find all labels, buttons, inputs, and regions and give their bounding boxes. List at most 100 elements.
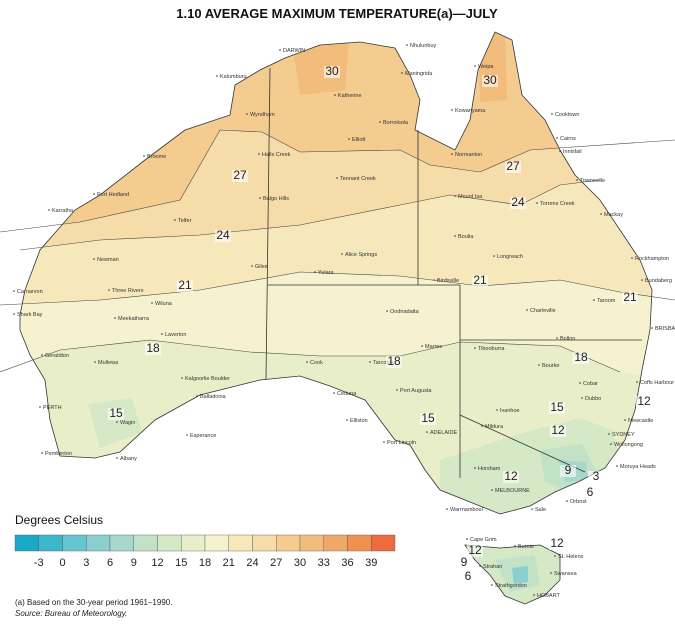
contour-label-bg [324, 66, 340, 78]
place-name: Rockhampton [635, 256, 669, 262]
place-name: Albany [120, 456, 137, 462]
contour-label-bg [232, 170, 248, 182]
place-dot [576, 179, 578, 181]
place-name: HOBART [537, 593, 560, 599]
place-name: Alice Springs [345, 252, 377, 258]
place-name: Wollongong [614, 442, 643, 448]
place-name: Kowanyama [455, 108, 486, 114]
place-dot [246, 113, 248, 115]
contour-label: 9 [461, 555, 468, 569]
legend-title: Degrees Celsius [15, 513, 103, 527]
place-dot [433, 279, 435, 281]
place-name: Katherine [338, 93, 362, 99]
place-name: Esperance [190, 433, 216, 439]
place-name: Townsville [580, 178, 605, 184]
place-name: PERTH [43, 405, 62, 411]
place-dot [279, 49, 281, 51]
contour-label: 24 [216, 228, 230, 242]
contour-label-bg [108, 408, 124, 420]
place-dot [161, 333, 163, 335]
legend-swatch [157, 534, 182, 552]
place-dot [466, 538, 468, 540]
contour-label: 15 [550, 400, 564, 414]
legend-swatch [252, 534, 277, 552]
place-dot [216, 75, 218, 77]
place-dot [514, 545, 516, 547]
place-dot [559, 150, 561, 152]
legend-label: 6 [107, 557, 113, 569]
place-name: Mackay [604, 212, 623, 218]
place-name: Shark Bay [17, 312, 43, 318]
legend: Degrees Celsius [15, 513, 103, 527]
place-dot [608, 433, 610, 435]
place-name: Sale [535, 507, 546, 513]
legend-label: 27 [270, 557, 282, 569]
place-name: Marree [425, 344, 442, 350]
place-name: Swansea [554, 571, 578, 577]
place-dot [306, 361, 308, 363]
place-dot [636, 381, 638, 383]
contour-label-bg [467, 545, 483, 557]
legend-swatch [62, 534, 87, 552]
place-name: Balladonia [200, 394, 227, 400]
legend-swatch [299, 534, 324, 552]
place-dot [536, 202, 538, 204]
contour-label-bg [177, 280, 193, 292]
place-name: Cobar [583, 381, 598, 387]
place-name: Geraldton [45, 353, 69, 359]
place-name: Mount Isa [458, 194, 483, 200]
place-name: Newcastle [628, 418, 653, 424]
place-dot [333, 392, 335, 394]
legend-label: 18 [199, 557, 211, 569]
outlines [19, 31, 653, 605]
place-name: Ivanhoe [500, 408, 520, 414]
place-dot [348, 138, 350, 140]
place-dot [496, 409, 498, 411]
contour-lines [0, 129, 675, 373]
legend-swatch [38, 534, 63, 552]
contour-label: 15 [109, 406, 123, 420]
legend-swatch [181, 534, 206, 552]
place-name: Wyndham [250, 112, 275, 118]
place-name: Tennant Creek [340, 176, 376, 182]
place-dot [13, 313, 15, 315]
place-name: Mullewa [98, 360, 119, 366]
legend-label: 15 [175, 557, 187, 569]
place-name: Borroloola [383, 120, 409, 126]
contour-label-bg [588, 471, 604, 483]
place-name: DARWIN [283, 48, 305, 54]
place-name: Wagin [120, 420, 135, 426]
legend-swatch [204, 534, 229, 552]
contour-label-bg [636, 396, 652, 408]
place-name: Tarcoola [373, 360, 395, 366]
contour-label: 30 [325, 64, 339, 78]
place-dot [48, 209, 50, 211]
place-dot [641, 279, 643, 281]
contour-label: 18 [387, 354, 401, 368]
place-dot [186, 434, 188, 436]
place-dot [538, 364, 540, 366]
place-dot [181, 377, 183, 379]
place-name: Boulia [458, 234, 474, 240]
place-dot [41, 452, 43, 454]
contour-label-bg [482, 75, 498, 87]
contour-label: 21 [623, 290, 637, 304]
place-dot [108, 289, 110, 291]
place-name: Port Augusta [400, 388, 432, 394]
place-name: Tibooburra [478, 346, 505, 352]
place-name: BRISBANE [655, 326, 675, 332]
place-dot [396, 389, 398, 391]
contour-label-bg [386, 356, 402, 368]
contour-label: 12 [550, 536, 564, 550]
contour-label: 12 [504, 469, 518, 483]
legend-label: 36 [341, 557, 353, 569]
legend-swatch [276, 534, 301, 552]
contour-label-bg [472, 275, 488, 287]
place-dot [593, 299, 595, 301]
place-dot [556, 337, 558, 339]
contour-label: 12 [637, 394, 651, 408]
source: Source: Bureau of Meteorology. [15, 609, 127, 618]
contour-label: 27 [506, 159, 520, 173]
place-dot [651, 327, 653, 329]
